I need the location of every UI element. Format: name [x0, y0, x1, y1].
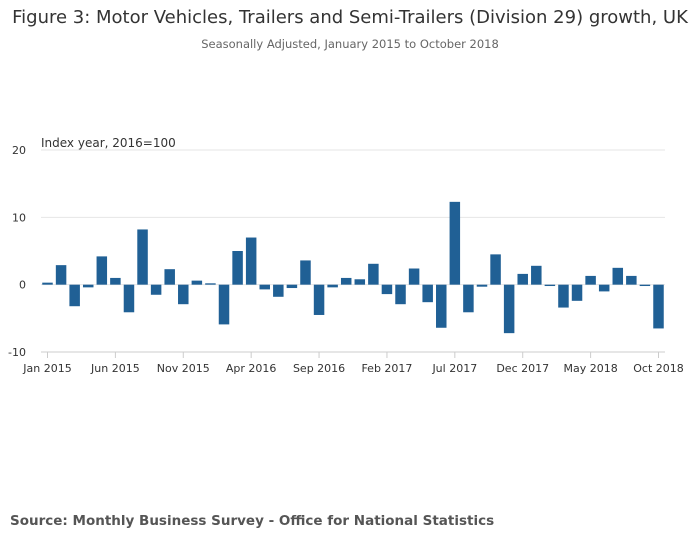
x-tick-label: Apr 2016 — [226, 362, 277, 375]
bar — [69, 284, 80, 307]
bar — [218, 284, 230, 325]
bar — [449, 201, 461, 285]
bar — [55, 265, 67, 285]
chart-title: Figure 3: Motor Vehicles, Trailers and S… — [12, 7, 688, 28]
bar — [232, 251, 243, 285]
bar — [639, 284, 651, 287]
x-axis-ticks: Jan 2015 Jun 2015 Nov 2015 Apr 2016 Sep 2016… — [22, 352, 684, 375]
bar — [503, 284, 515, 334]
bar — [408, 268, 420, 285]
bar — [191, 280, 203, 285]
bar — [381, 284, 393, 295]
x-tick-label: Nov 2015 — [157, 362, 210, 375]
bar — [544, 284, 556, 287]
bar — [164, 269, 175, 285]
bar — [422, 284, 433, 303]
bar — [313, 284, 325, 315]
bar — [476, 284, 488, 287]
bar — [558, 284, 569, 308]
y-axis-label: Index year, 2016=100 — [41, 136, 176, 150]
y-tick-label: 10 — [12, 211, 26, 224]
x-tick-label: Oct 2018 — [633, 362, 684, 375]
bars — [42, 201, 664, 334]
x-tick-label: May 2018 — [563, 362, 617, 375]
bar — [96, 256, 108, 285]
bar — [327, 284, 338, 288]
bar — [571, 284, 583, 301]
bar — [110, 277, 121, 285]
x-tick-label: Jan 2015 — [22, 362, 71, 375]
bar — [273, 284, 284, 297]
gridlines — [41, 149, 665, 286]
bar — [205, 283, 216, 285]
bar — [612, 267, 624, 285]
bar — [395, 284, 406, 305]
x-tick-label: Sep 2016 — [293, 362, 345, 375]
bar — [137, 229, 148, 285]
bar — [259, 284, 270, 290]
x-tick-label: Dec 2017 — [496, 362, 549, 375]
bar — [300, 260, 311, 285]
source-note: Source: Monthly Business Survey - Office… — [10, 513, 495, 529]
bar — [150, 284, 162, 295]
bar — [585, 275, 596, 285]
y-tick-label: -10 — [8, 346, 26, 359]
bar — [286, 284, 298, 289]
x-tick-label: Jun 2015 — [90, 362, 140, 375]
bar — [123, 284, 135, 313]
bar — [82, 284, 94, 288]
bar — [340, 277, 352, 285]
bar — [626, 275, 637, 285]
x-tick-label: Jul 2017 — [431, 362, 477, 375]
bar — [178, 284, 189, 305]
x-tick-label: Feb 2017 — [361, 362, 412, 375]
bar — [245, 237, 257, 285]
bar — [463, 284, 474, 313]
bar — [436, 284, 447, 328]
bar — [598, 284, 610, 292]
chart-subtitle: Seasonally Adjusted, January 2015 to Oct… — [201, 37, 499, 51]
y-tick-label: 20 — [12, 144, 26, 157]
bar — [354, 279, 366, 285]
y-tick-label: 0 — [19, 279, 26, 292]
bar — [517, 273, 528, 285]
y-axis-ticks: -10 0 10 20 — [8, 144, 26, 359]
bar — [368, 263, 379, 285]
bar — [42, 282, 53, 285]
bar — [490, 254, 501, 285]
bar — [653, 284, 664, 329]
bar — [531, 265, 542, 285]
